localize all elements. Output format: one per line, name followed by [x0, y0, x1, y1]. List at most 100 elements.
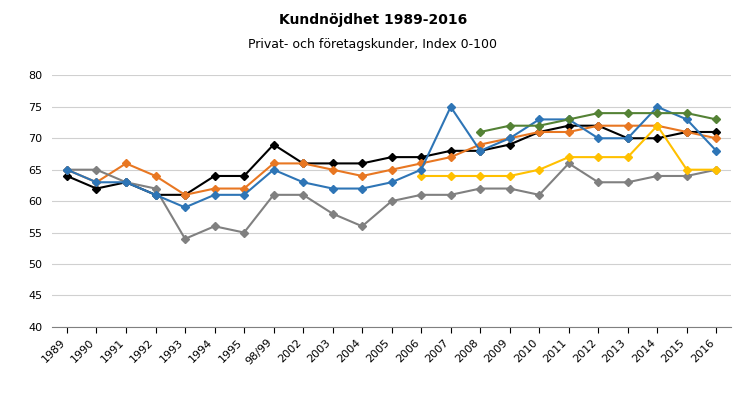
Sakförsäkring - företagsmarknad [387, 167, 396, 172]
Sakförsäkring - företagsmarknad [712, 136, 721, 141]
Bilförsäkring-privatmarknad [535, 123, 544, 128]
Sakförsäkring - företagsmarknad [151, 173, 160, 178]
Tjänstepension - företag [446, 173, 455, 178]
Försäkringsförmedlare [151, 192, 160, 197]
Sakförsäkring - privatmarknad [269, 142, 278, 147]
Försäkringsförmedlare [269, 167, 278, 172]
Sakförsäkring - privatmarknad [151, 192, 160, 197]
Bilförsäkring-privatmarknad [683, 111, 692, 116]
Line: Pensions-/livförsäkring privat: Pensions-/livförsäkring privat [64, 160, 719, 242]
Sakförsäkring - privatmarknad [624, 136, 633, 141]
Line: Sakförsäkring - privatmarknad: Sakförsäkring - privatmarknad [64, 123, 719, 198]
Sakförsäkring - privatmarknad [505, 142, 514, 147]
Tjänstepension - företag [624, 155, 633, 160]
Försäkringsförmedlare [594, 136, 603, 141]
Pensions-/livförsäkring privat [594, 180, 603, 185]
Bilförsäkring-privatmarknad [476, 129, 485, 134]
Sakförsäkring - företagsmarknad [594, 123, 603, 128]
Pensions-/livförsäkring privat [239, 230, 248, 235]
Sakförsäkring - företagsmarknad [505, 136, 514, 141]
Försäkringsförmedlare [239, 192, 248, 197]
Pensions-/livförsäkring privat [357, 224, 366, 229]
Försäkringsförmedlare [63, 167, 72, 172]
Tjänstepension - företag [594, 155, 603, 160]
Sakförsäkring - privatmarknad [122, 180, 131, 185]
Försäkringsförmedlare [357, 186, 366, 191]
Sakförsäkring - företagsmarknad [210, 186, 219, 191]
Pensions-/livförsäkring privat [446, 192, 455, 197]
Bilförsäkring-privatmarknad [624, 111, 633, 116]
Försäkringsförmedlare [653, 104, 662, 109]
Försäkringsförmedlare [328, 186, 337, 191]
Sakförsäkring - företagsmarknad [63, 167, 72, 172]
Text: Privat- och företagskunder, Index 0-100: Privat- och företagskunder, Index 0-100 [248, 38, 498, 51]
Försäkringsförmedlare [298, 180, 307, 185]
Line: Sakförsäkring - företagsmarknad: Sakförsäkring - företagsmarknad [64, 123, 719, 198]
Tjänstepension - företag [683, 167, 692, 172]
Tjänstepension - företag [417, 173, 426, 178]
Pensions-/livförsäkring privat [328, 211, 337, 216]
Pensions-/livförsäkring privat [683, 173, 692, 178]
Sakförsäkring - privatmarknad [298, 161, 307, 166]
Sakförsäkring - privatmarknad [564, 123, 573, 128]
Sakförsäkring - privatmarknad [417, 155, 426, 160]
Pensions-/livförsäkring privat [653, 173, 662, 178]
Pensions-/livförsäkring privat [505, 186, 514, 191]
Bilförsäkring-privatmarknad [594, 111, 603, 116]
Sakförsäkring - företagsmarknad [446, 155, 455, 160]
Tjänstepension - företag [564, 155, 573, 160]
Line: Bilförsäkring-privatmarknad: Bilförsäkring-privatmarknad [477, 110, 719, 135]
Tjänstepension - företag [505, 173, 514, 178]
Bilförsäkring-privatmarknad [564, 117, 573, 122]
Bilförsäkring-privatmarknad [505, 123, 514, 128]
Försäkringsförmedlare [505, 136, 514, 141]
Försäkringsförmedlare [446, 104, 455, 109]
Sakförsäkring - privatmarknad [63, 173, 72, 178]
Sakförsäkring - företagsmarknad [683, 129, 692, 134]
Försäkringsförmedlare [683, 117, 692, 122]
Pensions-/livförsäkring privat [92, 167, 101, 172]
Sakförsäkring - privatmarknad [239, 173, 248, 178]
Sakförsäkring - privatmarknad [712, 129, 721, 134]
Sakförsäkring - företagsmarknad [417, 161, 426, 166]
Pensions-/livförsäkring privat [712, 167, 721, 172]
Pensions-/livförsäkring privat [564, 161, 573, 166]
Bilförsäkring-privatmarknad [653, 111, 662, 116]
Försäkringsförmedlare [387, 180, 396, 185]
Sakförsäkring - företagsmarknad [92, 180, 101, 185]
Sakförsäkring - företagsmarknad [357, 173, 366, 178]
Pensions-/livförsäkring privat [624, 180, 633, 185]
Sakförsäkring - företagsmarknad [476, 142, 485, 147]
Pensions-/livförsäkring privat [181, 236, 189, 241]
Sakförsäkring - företagsmarknad [328, 167, 337, 172]
Tjänstepension - företag [476, 173, 485, 178]
Sakförsäkring - privatmarknad [446, 148, 455, 153]
Tjänstepension - företag [712, 167, 721, 172]
Pensions-/livförsäkring privat [210, 224, 219, 229]
Sakförsäkring - privatmarknad [476, 148, 485, 153]
Sakförsäkring - privatmarknad [328, 161, 337, 166]
Försäkringsförmedlare [712, 148, 721, 153]
Line: Tjänstepension - företag: Tjänstepension - företag [419, 123, 719, 179]
Pensions-/livförsäkring privat [269, 192, 278, 197]
Sakförsäkring - privatmarknad [535, 129, 544, 134]
Försäkringsförmedlare [122, 180, 131, 185]
Pensions-/livförsäkring privat [417, 192, 426, 197]
Sakförsäkring - företagsmarknad [624, 123, 633, 128]
Text: Kundnöjdhet 1989-2016: Kundnöjdhet 1989-2016 [279, 13, 467, 26]
Bilförsäkring-privatmarknad [712, 117, 721, 122]
Försäkringsförmedlare [624, 136, 633, 141]
Sakförsäkring - privatmarknad [181, 192, 189, 197]
Försäkringsförmedlare [210, 192, 219, 197]
Line: Försäkringsförmedlare: Försäkringsförmedlare [64, 104, 719, 210]
Sakförsäkring - privatmarknad [594, 123, 603, 128]
Sakförsäkring - privatmarknad [683, 129, 692, 134]
Försäkringsförmedlare [417, 167, 426, 172]
Sakförsäkring - privatmarknad [387, 155, 396, 160]
Pensions-/livförsäkring privat [151, 186, 160, 191]
Pensions-/livförsäkring privat [535, 192, 544, 197]
Försäkringsförmedlare [535, 117, 544, 122]
Försäkringsförmedlare [564, 117, 573, 122]
Sakförsäkring - företagsmarknad [122, 161, 131, 166]
Försäkringsförmedlare [476, 148, 485, 153]
